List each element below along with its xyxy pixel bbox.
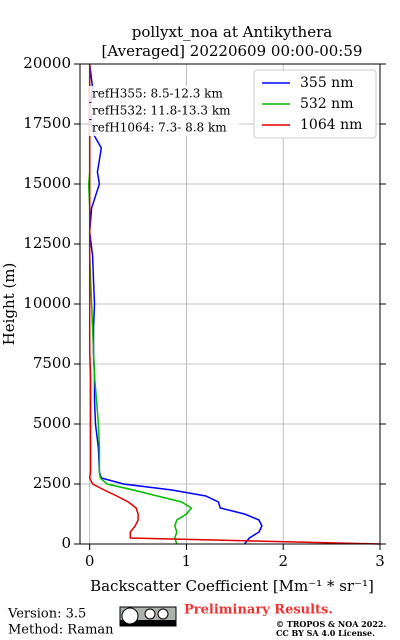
legend-label: 1064 nm (300, 117, 362, 133)
annotation: refH355: 8.5-12.3 km (92, 87, 223, 101)
legend-label: 532 nm (300, 96, 353, 112)
annotation: refH532: 11.8-13.3 km (92, 104, 231, 118)
legend-label: 355 nm (300, 75, 353, 91)
y-tick-label: 0 (61, 534, 71, 552)
chart-title: pollyxt_noa at Antikythera (132, 23, 332, 41)
annotation-bg (89, 120, 239, 136)
x-tick-label: 0 (85, 552, 95, 570)
y-tick-label: 17500 (23, 114, 71, 132)
y-tick-label: 15000 (23, 174, 71, 192)
annotation-bg (89, 103, 239, 119)
x-tick-label: 1 (182, 552, 192, 570)
x-tick-label: 3 (375, 552, 385, 570)
chart-subtitle: [Averaged] 20220609 00:00-00:59 (102, 42, 363, 60)
x-tick-label: 2 (278, 552, 288, 570)
data-line (88, 64, 381, 545)
y-tick-label: 12500 (23, 234, 71, 252)
legend-box (253, 69, 377, 139)
y-tick-label: 10000 (23, 294, 71, 312)
plot-frame (79, 63, 381, 545)
y-axis-label: Height (m) (0, 263, 18, 346)
method: Method: Raman (8, 623, 114, 638)
version: Version: 3.5 (7, 607, 86, 622)
y-tick-label: 2500 (33, 474, 71, 492)
x-axis-label: Backscatter Coefficient [Mm⁻¹ * sr⁻¹] (90, 577, 374, 595)
cc-logo (119, 606, 177, 627)
copyright: © TROPOS & NOA 2022. (276, 619, 386, 629)
license: CC BY SA 4.0 License. (276, 628, 375, 638)
y-tick-label: 5000 (33, 414, 71, 432)
y-tick-label: 7500 (33, 354, 71, 372)
preliminary-note: Preliminary Results. (184, 603, 333, 618)
y-tick-label: 20000 (23, 54, 71, 72)
annotation: refH1064: 7.3- 8.8 km (92, 121, 227, 135)
annotation-bg (89, 86, 239, 102)
